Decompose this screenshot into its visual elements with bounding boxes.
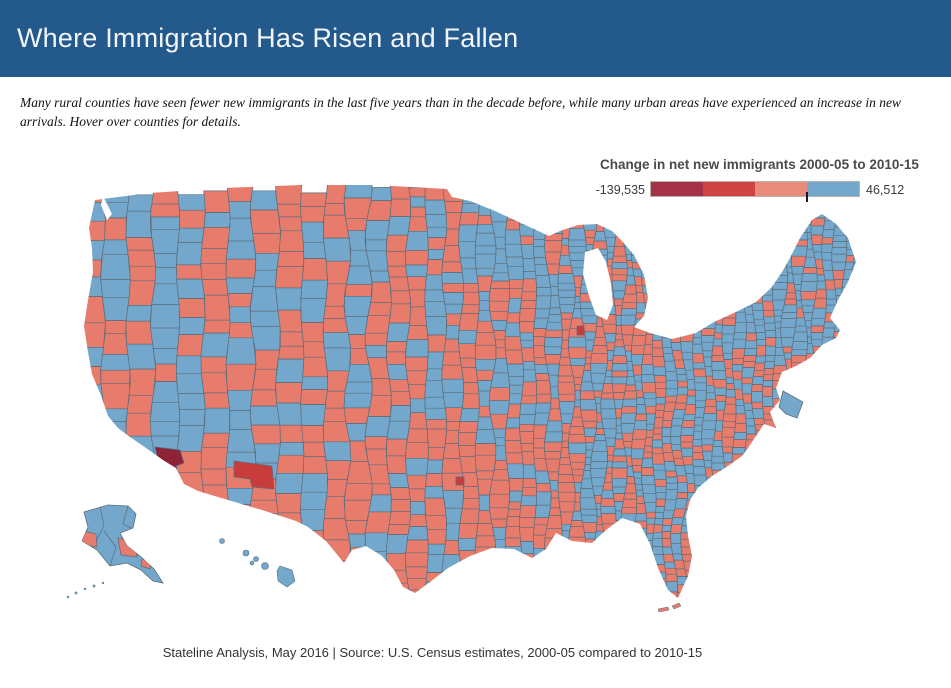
aleutian-island <box>66 595 70 599</box>
alaska[interactable] <box>80 504 164 584</box>
legend-segment-red <box>703 182 755 196</box>
county-cells[interactable] <box>76 178 865 624</box>
aleutian-island <box>101 581 105 585</box>
county-map-svg[interactable] <box>0 150 951 640</box>
county-highlight-strong-decrease-2[interactable] <box>455 476 465 486</box>
legend-min-label: -139,535 <box>595 183 645 197</box>
legend-max-label: 46,512 <box>866 183 905 197</box>
district-of-columbia[interactable] <box>778 390 804 419</box>
florida-keys-2 <box>671 602 682 610</box>
puget-sound <box>101 196 112 220</box>
aleutian-island <box>74 591 78 595</box>
aleutian-island <box>92 584 96 588</box>
map-description: Many rural counties have seen fewer new … <box>20 95 902 130</box>
county-highlight-strong-decrease-1[interactable] <box>233 460 275 490</box>
legend-segment-salmon <box>755 182 807 196</box>
lake-michigan <box>583 248 613 320</box>
us-county-choropleth[interactable] <box>0 150 951 640</box>
florida-keys <box>657 606 670 613</box>
aleutian-island <box>83 587 87 591</box>
legend-zero-tick <box>806 192 808 202</box>
header-bar: Where Immigration Has Risen and Fallen <box>0 0 951 77</box>
legend-segment-blue <box>807 182 859 196</box>
legend-title: Change in net new immigrants 2000-05 to … <box>600 157 919 172</box>
page-title: Where Immigration Has Risen and Fallen <box>17 23 519 53</box>
legend-color-bar <box>650 181 860 197</box>
source-attribution: Stateline Analysis, May 2016 | Source: U… <box>162 645 703 660</box>
hawaii[interactable] <box>219 538 296 588</box>
county-highlight-strong-decrease-3[interactable] <box>576 325 585 336</box>
legend-segment-darkred <box>651 182 703 196</box>
